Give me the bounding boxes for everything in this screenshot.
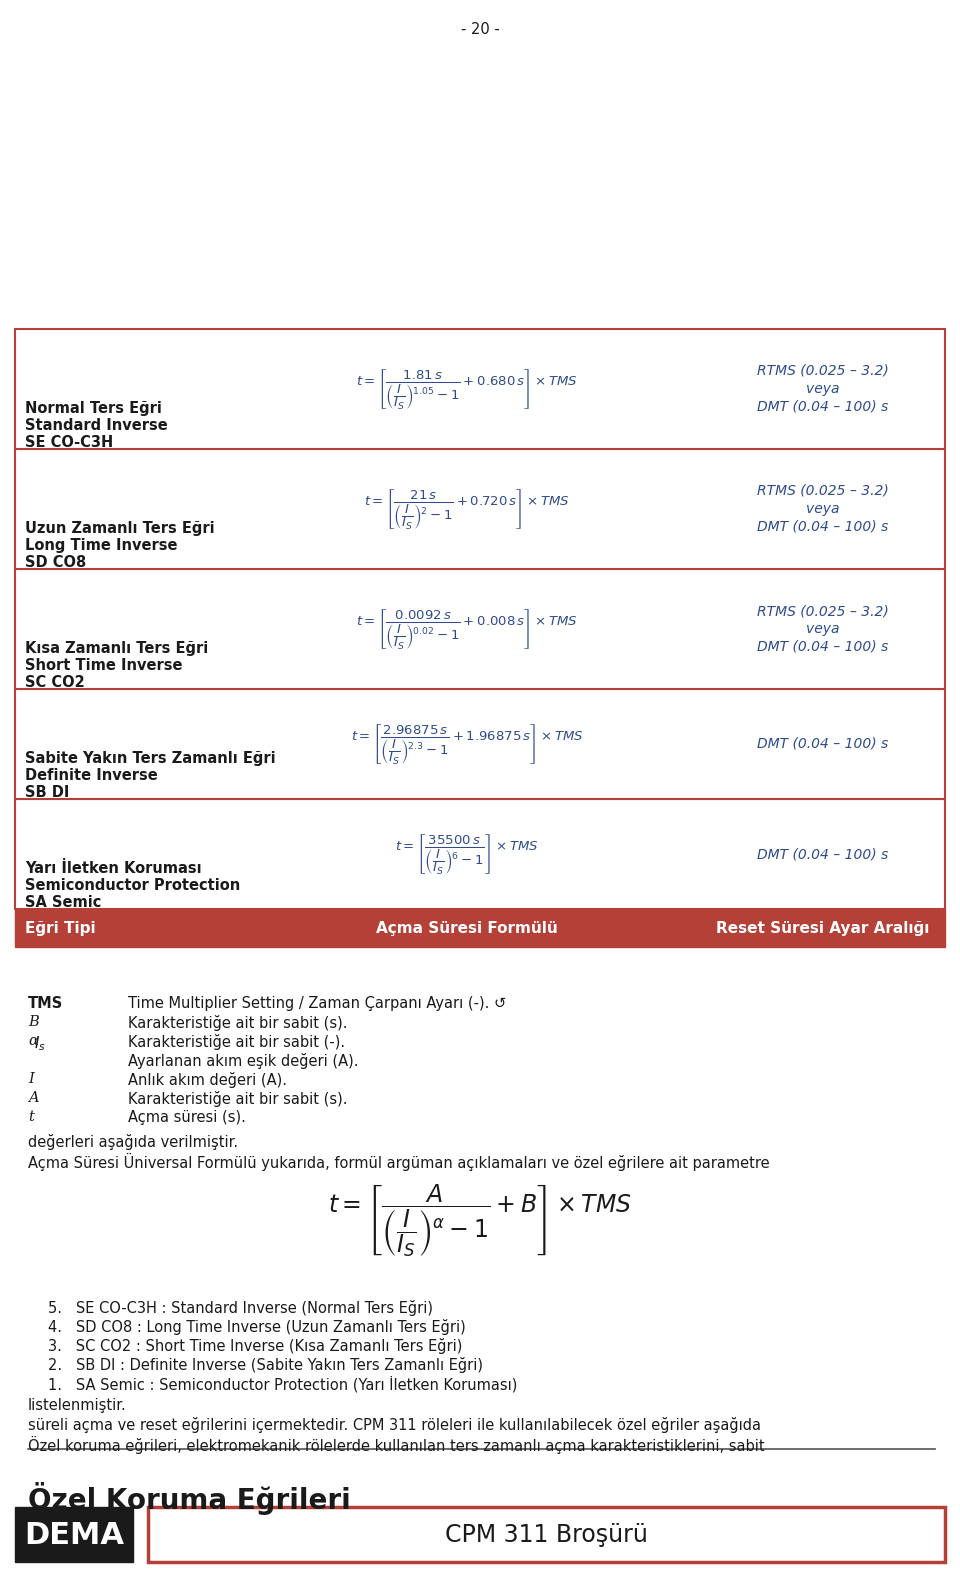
Bar (15, 800, 945, 910)
Text: değerleri aşağıda verilmiştir.: değerleri aşağıda verilmiştir. (28, 1133, 238, 1151)
Text: Uzun Zamanlı Ters Eğri: Uzun Zamanlı Ters Eğri (25, 521, 215, 537)
Text: $t = \left[\dfrac{A}{\left(\dfrac{I}{I_S}\right)^{\alpha} - 1} + B\right] \times: $t = \left[\dfrac{A}{\left(\dfrac{I}{I_S… (328, 1182, 632, 1259)
Text: $t = \left[\dfrac{21\,s}{\left(\dfrac{I}{I_S}\right)^{2} - 1} + 0.720\,s\right] : $t = \left[\dfrac{21\,s}{\left(\dfrac{I}… (364, 486, 570, 530)
Text: DMT (0.04 – 100) s: DMT (0.04 – 100) s (757, 641, 889, 655)
Text: 1.   SA Semic : Semiconductor Protection (Yarı İletken Koruması): 1. SA Semic : Semiconductor Protection (… (48, 1376, 517, 1393)
Text: Karakteristiğe ait bir sabit (s).: Karakteristiğe ait bir sabit (s). (128, 1091, 348, 1107)
Text: $t = \left[\dfrac{0.0092\,s}{\left(\dfrac{I}{I_S}\right)^{0.02} - 1} + 0.008\,s\: $t = \left[\dfrac{0.0092\,s}{\left(\dfra… (356, 608, 578, 652)
Text: - 20 -: - 20 - (461, 22, 499, 36)
Text: 3.   SC CO2 : Short Time Inverse (Kısa Zamanlı Ters Eğri): 3. SC CO2 : Short Time Inverse (Kısa Zam… (48, 1338, 463, 1354)
Text: $t = \left[\dfrac{1.81\,s}{\left(\dfrac{I}{I_S}\right)^{1.05} - 1} + 0.680\,s\ri: $t = \left[\dfrac{1.81\,s}{\left(\dfrac{… (356, 367, 578, 411)
Text: Semiconductor Protection: Semiconductor Protection (25, 878, 240, 892)
Text: Eğri Tipi: Eğri Tipi (25, 921, 96, 935)
Text: Karakteristiğe ait bir sabit (-).: Karakteristiğe ait bir sabit (-). (128, 1034, 346, 1050)
Text: Standard Inverse: Standard Inverse (25, 419, 168, 433)
Text: I: I (28, 1072, 34, 1086)
Text: Definite Inverse: Definite Inverse (25, 768, 157, 782)
Text: Reset Süresi Ayar Aralığı: Reset Süresi Ayar Aralığı (716, 921, 929, 935)
Text: SD CO8: SD CO8 (25, 556, 86, 570)
Text: veya: veya (806, 622, 840, 636)
Text: 2.   SB DI : Definite Inverse (Sabite Yakın Ters Zamanlı Eğri): 2. SB DI : Definite Inverse (Sabite Yakı… (48, 1357, 483, 1373)
Text: listelenmiştir.: listelenmiştir. (28, 1398, 127, 1413)
Text: SE CO-C3H: SE CO-C3H (25, 434, 113, 450)
Text: α: α (28, 1034, 37, 1048)
Text: B: B (28, 1015, 38, 1029)
Text: Kısa Zamanlı Ters Eğri: Kısa Zamanlı Ters Eğri (25, 641, 208, 656)
Text: $t = \left[\dfrac{2.96875\,s}{\left(\dfrac{I}{I_S}\right)^{2.3} - 1} + 1.96875\,: $t = \left[\dfrac{2.96875\,s}{\left(\dfr… (350, 722, 584, 767)
Text: SB DI: SB DI (25, 785, 69, 800)
Text: $I_s$: $I_s$ (35, 1034, 46, 1053)
Text: Yarı İletken Koruması: Yarı İletken Koruması (25, 861, 202, 877)
Bar (15, 910, 945, 948)
Bar (148, 1506, 945, 1561)
Bar (15, 329, 945, 449)
Text: SA Semic: SA Semic (25, 896, 102, 910)
Text: DMT (0.04 – 100) s: DMT (0.04 – 100) s (757, 847, 889, 861)
Text: RTMS (0.025 – 3.2): RTMS (0.025 – 3.2) (757, 483, 889, 497)
Text: süreli açma ve reset eğrilerini içermektedir. CPM 311 röleleri ile kullanılabile: süreli açma ve reset eğrilerini içermekt… (28, 1417, 761, 1432)
Text: DMT (0.04 – 100) s: DMT (0.04 – 100) s (757, 737, 889, 751)
Text: t: t (28, 1110, 34, 1124)
Text: Normal Ters Eğri: Normal Ters Eğri (25, 401, 162, 416)
Text: DMT (0.04 – 100) s: DMT (0.04 – 100) s (757, 519, 889, 534)
Text: $t = \left[\dfrac{35500\,s}{\left(\dfrac{I}{I_S}\right)^{6} - 1}\right] \times T: $t = \left[\dfrac{35500\,s}{\left(\dfrac… (396, 833, 539, 877)
Text: RTMS (0.025 – 3.2): RTMS (0.025 – 3.2) (757, 604, 889, 619)
Text: veya: veya (806, 382, 840, 397)
Text: Açma Süresi Formülü: Açma Süresi Formülü (376, 921, 558, 935)
Text: Ayarlanan akım eşik değeri (A).: Ayarlanan akım eşik değeri (A). (128, 1053, 358, 1069)
Text: SC CO2: SC CO2 (25, 675, 84, 689)
Text: Karakteristiğe ait bir sabit (s).: Karakteristiğe ait bir sabit (s). (128, 1015, 348, 1031)
Text: Long Time Inverse: Long Time Inverse (25, 538, 178, 552)
Text: RTMS (0.025 – 3.2): RTMS (0.025 – 3.2) (757, 364, 889, 378)
Bar (15, 689, 945, 800)
Text: CPM 311 Broşürü: CPM 311 Broşürü (444, 1524, 647, 1547)
Text: Özel Koruma Eğrileri: Özel Koruma Eğrileri (28, 1483, 350, 1516)
Text: DMT (0.04 – 100) s: DMT (0.04 – 100) s (757, 400, 889, 414)
Text: Sabite Yakın Ters Zamanlı Eğri: Sabite Yakın Ters Zamanlı Eğri (25, 751, 276, 767)
Text: Anlık akım değeri (A).: Anlık akım değeri (A). (128, 1072, 287, 1088)
Text: veya: veya (806, 502, 840, 516)
Bar (15, 449, 945, 568)
Text: Time Multiplier Setting / Zaman Çarpanı Ayarı (-). ↺: Time Multiplier Setting / Zaman Çarpanı … (128, 996, 506, 1011)
Text: TMS: TMS (28, 996, 63, 1011)
Bar (15, 1506, 133, 1561)
Text: Açma süresi (s).: Açma süresi (s). (128, 1110, 246, 1125)
Text: DEMA: DEMA (24, 1520, 124, 1549)
Text: A: A (28, 1091, 38, 1105)
Text: Açma Süresi Üniversal Formülü yukarıda, formül argüman açıklamaları ve özel eğri: Açma Süresi Üniversal Formülü yukarıda, … (28, 1154, 770, 1171)
Bar (15, 568, 945, 689)
Text: Özel koruma eğrileri, elektromekanik rölelerde kullanılan ters zamanlı açma kara: Özel koruma eğrileri, elektromekanik röl… (28, 1435, 764, 1454)
Text: Short Time Inverse: Short Time Inverse (25, 658, 182, 674)
Text: 5.   SE CO-C3H : Standard Inverse (Normal Ters Eğri): 5. SE CO-C3H : Standard Inverse (Normal … (48, 1300, 433, 1316)
Text: 4.   SD CO8 : Long Time Inverse (Uzun Zamanlı Ters Eğri): 4. SD CO8 : Long Time Inverse (Uzun Zama… (48, 1319, 466, 1335)
